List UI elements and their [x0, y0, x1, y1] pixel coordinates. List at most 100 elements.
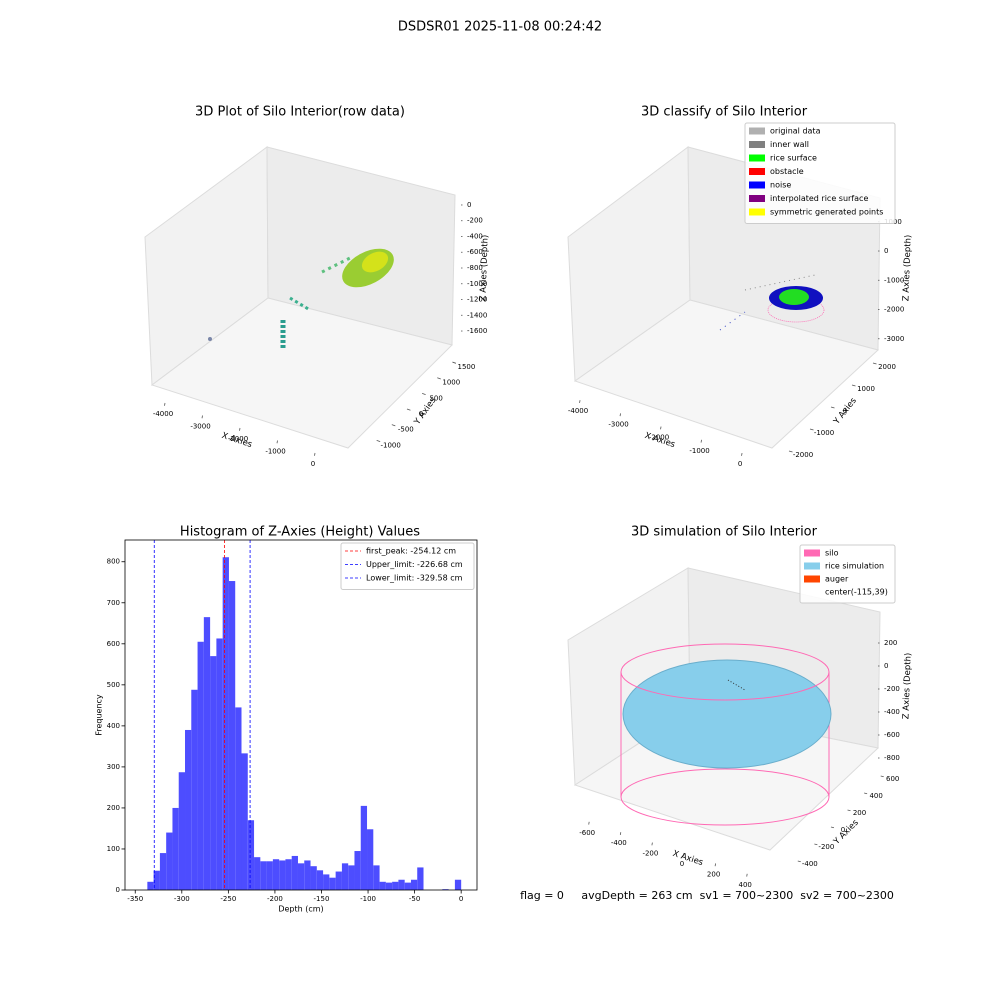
x-tick-label: -150 — [314, 895, 330, 903]
y-tick — [788, 450, 793, 453]
bar — [310, 866, 317, 890]
y-tick-label: 0 — [843, 407, 847, 415]
legend-patch — [749, 195, 765, 202]
y-tick-label: 2000 — [878, 363, 896, 371]
bar — [392, 881, 399, 890]
x-tick — [276, 440, 278, 444]
y-tick-label: 700 — [107, 599, 120, 607]
bar — [272, 859, 280, 890]
bar — [404, 882, 411, 890]
bar — [241, 753, 248, 890]
bar — [348, 865, 355, 890]
y-axis-label: Frequency — [95, 694, 104, 736]
legend-label: interpolated rice surface — [770, 194, 868, 203]
y-tick — [847, 809, 851, 812]
x-tick — [164, 402, 166, 406]
bar — [304, 860, 311, 890]
bar — [254, 857, 261, 890]
bar — [354, 851, 361, 890]
x-tick — [714, 863, 716, 867]
legend-patch — [749, 181, 765, 189]
legend-label: Upper_limit: -226.68 cm — [366, 560, 463, 569]
y-tick-label: 1000 — [442, 379, 460, 387]
x-tick — [579, 400, 581, 403]
y-tick — [376, 439, 381, 442]
x-tick-label: 0 — [311, 460, 315, 468]
bar — [172, 807, 179, 890]
silo-simulation — [620, 643, 832, 826]
bar — [442, 889, 449, 890]
legend-label: auger — [825, 575, 849, 584]
bar — [373, 865, 380, 890]
y-tick-label: 500 — [429, 394, 442, 402]
z-tick-label: -600 — [467, 248, 483, 256]
legend-label: obstacle — [770, 167, 804, 176]
legend-patch — [749, 208, 765, 216]
axes-frame — [124, 539, 478, 891]
bar — [191, 689, 198, 890]
y-tick-label: -200 — [818, 843, 834, 851]
x-tick-label: -1000 — [265, 448, 285, 456]
y-tick-label: 0 — [116, 886, 120, 894]
legend-label: inner wall — [770, 140, 809, 149]
z-axis-label: Z Axies (Depth) — [901, 653, 913, 720]
z-tick-label: -3000 — [884, 335, 904, 343]
z-tick-label: 200 — [884, 639, 897, 647]
bar — [367, 829, 374, 890]
x-tick — [660, 426, 662, 430]
bar — [385, 882, 393, 890]
point-cloud-1 — [208, 248, 394, 350]
z-tick-label: -400 — [467, 232, 483, 240]
x-tick-label: -4000 — [568, 407, 588, 415]
bar — [341, 863, 349, 890]
legend-patch — [804, 549, 820, 557]
x-tick-label: 0 — [680, 860, 684, 868]
bar — [260, 861, 267, 890]
x-tick-label: -50 — [409, 895, 420, 903]
x-tick — [683, 852, 685, 856]
y-tick-label: 1500 — [458, 363, 476, 371]
z-tick-label: -800 — [884, 754, 900, 762]
legend-label: symmetric generated points — [770, 208, 883, 217]
legend-patch — [749, 168, 765, 175]
z-tick-label: 0 — [884, 247, 888, 255]
legend-label: silo — [825, 549, 839, 558]
bar — [316, 870, 324, 890]
bar — [153, 870, 160, 890]
x-tick-label: -1000 — [689, 447, 709, 455]
y-tick-label: 0 — [419, 410, 423, 418]
y-tick-label: 500 — [107, 681, 120, 689]
x-tick-label: -200 — [642, 850, 658, 858]
figure-title: DSDSR01 2025-11-08 00:24:42 — [398, 20, 602, 35]
y-tick-label: 200 — [853, 809, 866, 817]
y-tick-label: 300 — [107, 763, 120, 771]
x-tick — [314, 452, 316, 456]
y-tick — [406, 408, 411, 411]
y-tick — [864, 792, 868, 795]
bar — [166, 832, 173, 890]
z-tick-label: -400 — [884, 708, 900, 716]
y-tick — [809, 428, 814, 431]
bar — [335, 871, 342, 890]
x-tick — [651, 842, 653, 846]
point-cloud-2 — [719, 274, 825, 331]
x-tick-label: 0 — [738, 460, 742, 468]
chart-title: 3D Plot of Silo Interior(row data) — [195, 105, 405, 120]
panes-1 — [144, 146, 456, 449]
y-tick — [452, 361, 457, 364]
y-tick — [814, 843, 818, 846]
y-tick-label: 600 — [107, 640, 120, 648]
legend-label: rice simulation — [825, 562, 884, 571]
x-tick-label: -250 — [220, 895, 236, 903]
bar — [266, 861, 273, 890]
z-axis-label: Z Axies (Depth) — [901, 235, 913, 302]
x-tick-label: 0 — [459, 895, 463, 903]
bar — [222, 557, 229, 890]
y-tick — [830, 406, 835, 409]
z-tick-label: -1600 — [467, 327, 487, 335]
x-tick-label: -300 — [174, 895, 190, 903]
bar — [329, 877, 336, 890]
chart-title: 3D simulation of Silo Interior — [631, 525, 818, 540]
bar — [203, 617, 211, 890]
bar — [178, 772, 186, 890]
